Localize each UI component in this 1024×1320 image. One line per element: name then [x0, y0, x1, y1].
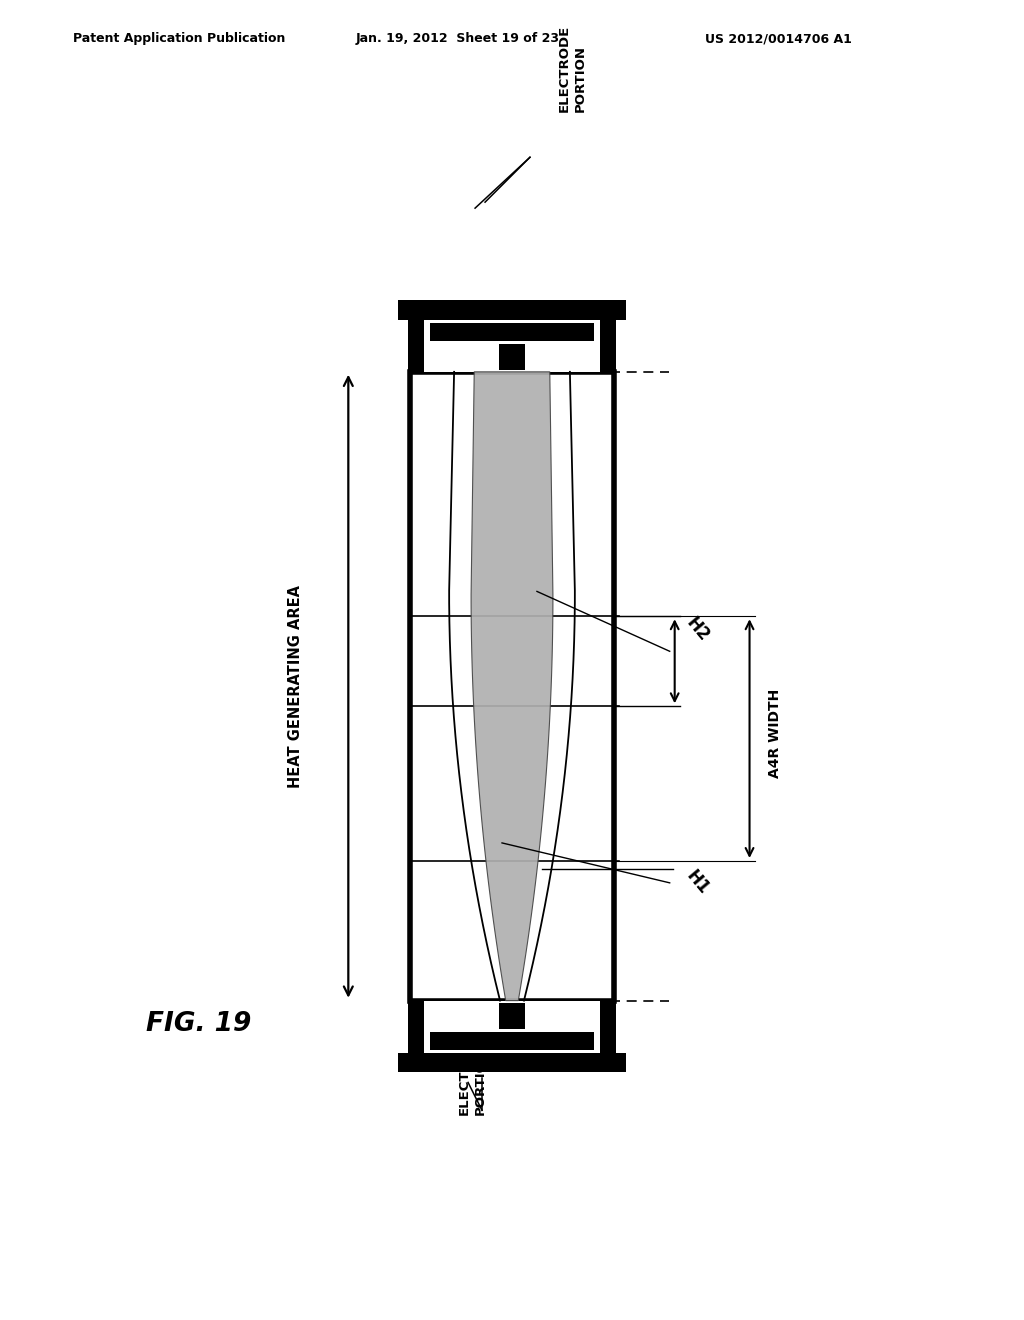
Bar	[398, 300, 626, 319]
Polygon shape	[471, 372, 553, 1001]
Bar	[424, 1001, 600, 1056]
Bar	[409, 300, 615, 372]
Bar	[409, 1001, 615, 1072]
Bar	[398, 1052, 626, 1072]
Bar	[499, 345, 525, 370]
Bar	[430, 1031, 594, 1049]
Bar	[430, 323, 594, 341]
Text: ELECTRODE
PORTION: ELECTRODE PORTION	[458, 1028, 487, 1115]
Text: A4R WIDTH: A4R WIDTH	[768, 689, 781, 779]
Text: FIG. 19: FIG. 19	[145, 1011, 251, 1036]
Text: Patent Application Publication: Patent Application Publication	[73, 33, 286, 45]
Text: H1: H1	[683, 867, 713, 899]
Bar	[499, 1003, 525, 1028]
Text: Jan. 19, 2012  Sheet 19 of 23: Jan. 19, 2012 Sheet 19 of 23	[355, 33, 559, 45]
Bar	[411, 372, 613, 1001]
Text: HEAT GENERATING AREA: HEAT GENERATING AREA	[288, 585, 303, 788]
Bar	[424, 315, 600, 372]
Text: H2: H2	[683, 614, 713, 645]
Text: US 2012/0014706 A1: US 2012/0014706 A1	[705, 33, 852, 45]
Text: ELECTRODE
PORTION: ELECTRODE PORTION	[558, 25, 587, 112]
